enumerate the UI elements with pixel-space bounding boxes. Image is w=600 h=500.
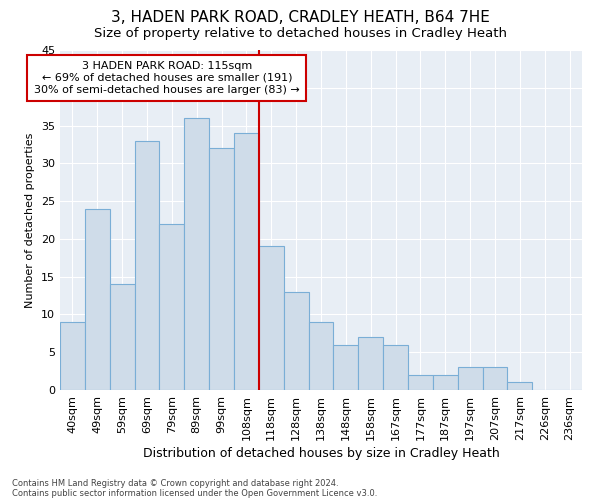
Bar <box>85 208 110 390</box>
Bar <box>383 344 408 390</box>
Bar <box>508 382 532 390</box>
Bar <box>60 322 85 390</box>
Bar <box>334 344 358 390</box>
Text: 3 HADEN PARK ROAD: 115sqm
← 69% of detached houses are smaller (191)
30% of semi: 3 HADEN PARK ROAD: 115sqm ← 69% of detac… <box>34 62 300 94</box>
Text: Size of property relative to detached houses in Cradley Heath: Size of property relative to detached ho… <box>94 28 506 40</box>
Text: Contains HM Land Registry data © Crown copyright and database right 2024.: Contains HM Land Registry data © Crown c… <box>12 478 338 488</box>
Bar <box>408 375 433 390</box>
Text: 3, HADEN PARK ROAD, CRADLEY HEATH, B64 7HE: 3, HADEN PARK ROAD, CRADLEY HEATH, B64 7… <box>110 10 490 25</box>
Bar <box>234 133 259 390</box>
Bar <box>458 368 482 390</box>
Bar <box>482 368 508 390</box>
Text: Contains public sector information licensed under the Open Government Licence v3: Contains public sector information licen… <box>12 488 377 498</box>
Bar <box>209 148 234 390</box>
Bar <box>284 292 308 390</box>
Bar <box>134 140 160 390</box>
X-axis label: Distribution of detached houses by size in Cradley Heath: Distribution of detached houses by size … <box>143 447 499 460</box>
Bar <box>110 284 134 390</box>
Bar <box>259 246 284 390</box>
Bar <box>184 118 209 390</box>
Y-axis label: Number of detached properties: Number of detached properties <box>25 132 35 308</box>
Bar <box>160 224 184 390</box>
Bar <box>308 322 334 390</box>
Bar <box>358 337 383 390</box>
Bar <box>433 375 458 390</box>
